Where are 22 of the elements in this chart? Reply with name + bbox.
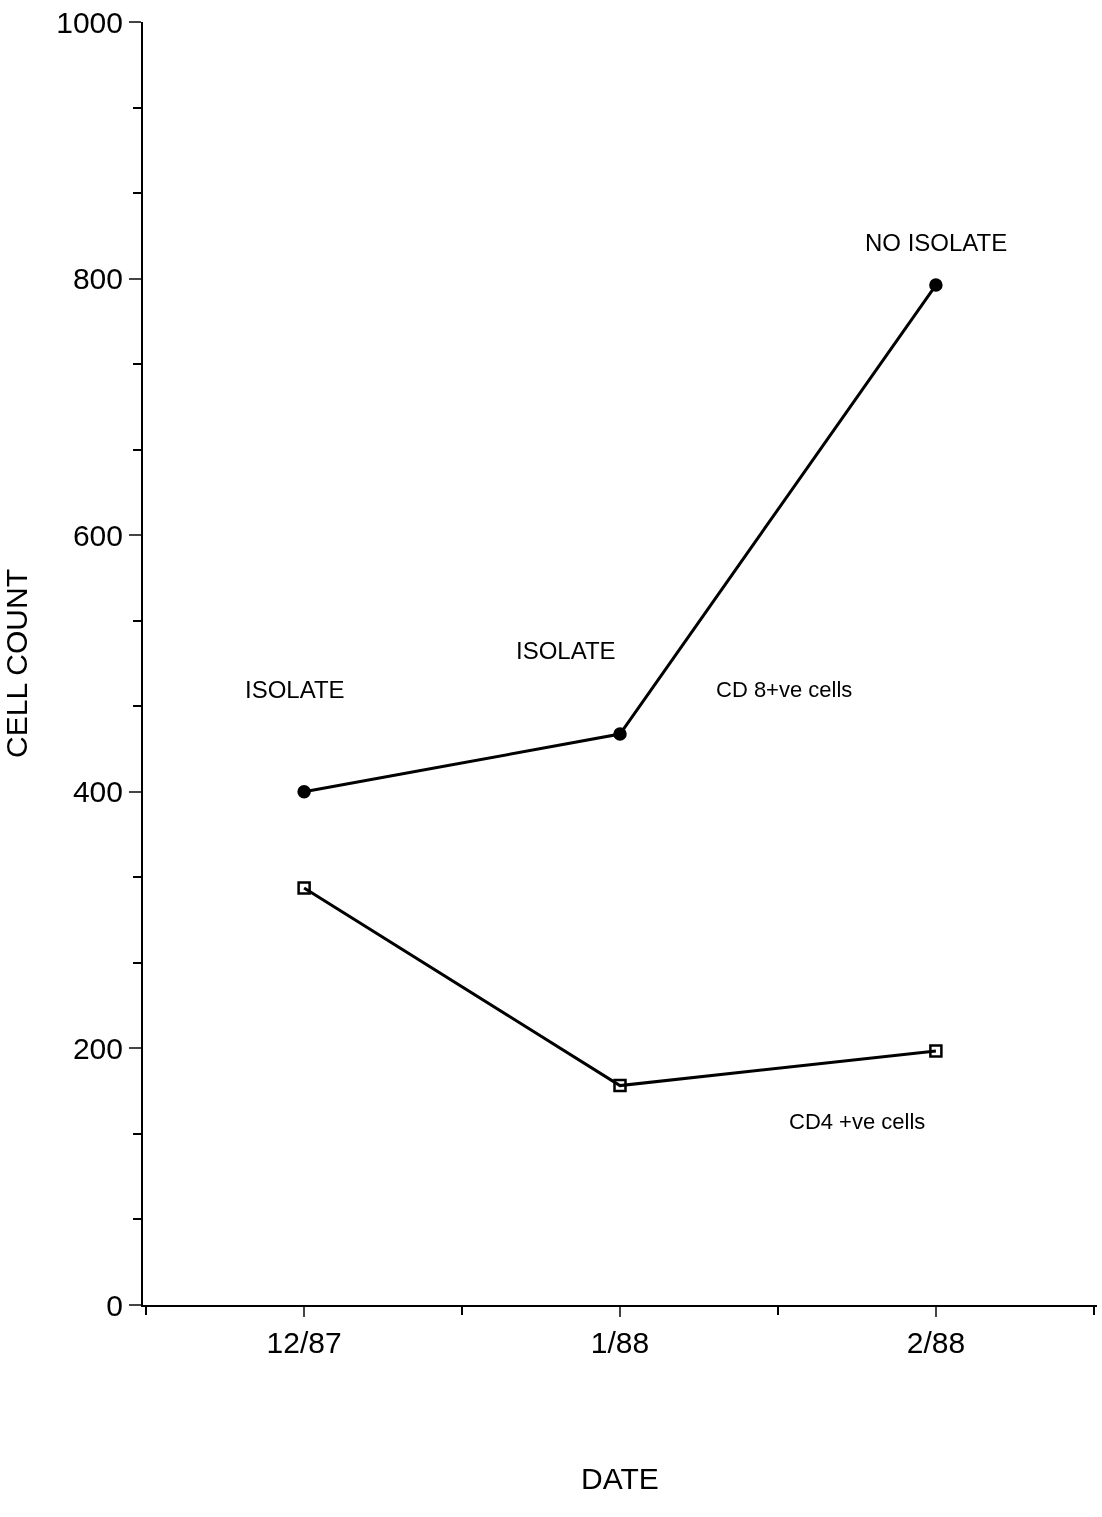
point [613, 1078, 627, 1093]
point [297, 881, 311, 895]
point [929, 278, 943, 292]
y-tick-label: 200 [72, 1031, 123, 1065]
y-tick-label: 600 [72, 518, 123, 552]
x-axis-title: DATE [581, 1462, 659, 1495]
point [297, 785, 311, 799]
y-tick-label: 400 [72, 775, 123, 809]
annotation: ISOLATE [516, 637, 616, 664]
annotation: ISOLATE [245, 676, 345, 703]
point [929, 1044, 943, 1058]
y-tick-label: 0 [106, 1288, 123, 1322]
x-tick-label: 2/88 [906, 1326, 966, 1359]
y-axis-title: CELL COUNT [0, 569, 33, 758]
y-tick-label: 800 [72, 262, 123, 296]
annotation: NO ISOLATE [865, 229, 1008, 256]
text: CD 8+ve cells [716, 677, 853, 702]
series-label: CD4 +ve cells [789, 1109, 926, 1134]
x-tick-label: 12/87 [266, 1326, 342, 1359]
x-tick-label: 1/88 [590, 1326, 650, 1359]
point [613, 727, 627, 741]
y-tick-label: 1000 [56, 5, 123, 39]
